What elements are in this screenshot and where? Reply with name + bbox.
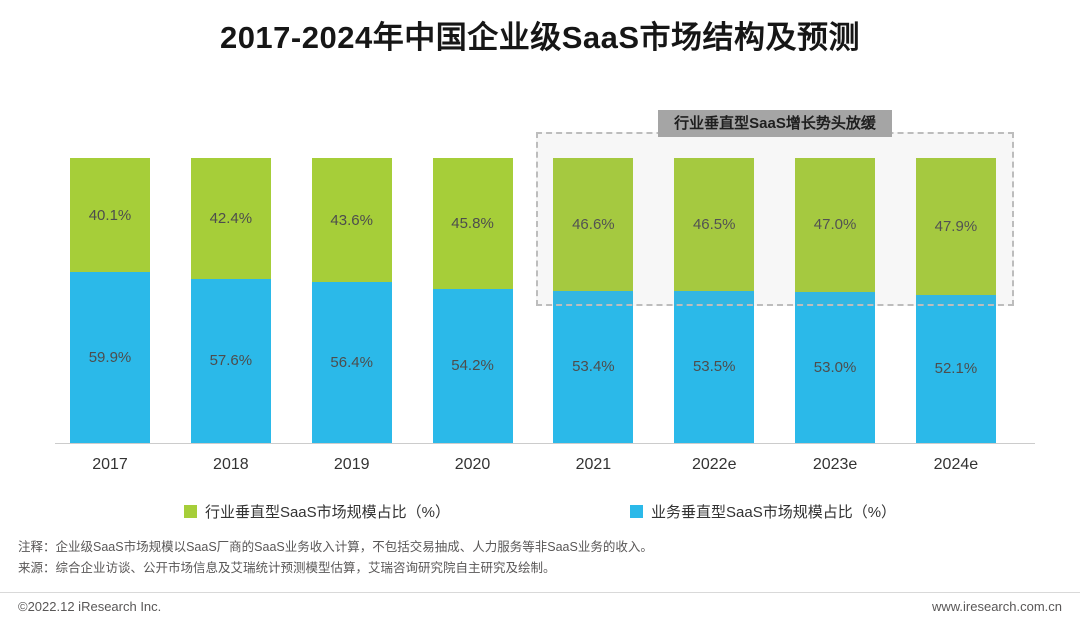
bar-segment: 53.5% xyxy=(674,290,755,443)
bar-segment: 53.0% xyxy=(795,291,876,443)
bar-segment: 56.4% xyxy=(311,282,392,443)
legend-label-industry: 行业垂直型SaaS市场规模占比（%） xyxy=(204,504,450,521)
segment-value-label: 59.9% xyxy=(88,349,132,367)
stacked-bar: 43.6% 56.4% xyxy=(311,158,392,443)
annotation-badge-wrap: 行业垂直型SaaS增长势头放缓 xyxy=(536,110,1014,137)
footer: ©2022.12 iResearch Inc. www.iresearch.co… xyxy=(0,599,1080,618)
x-axis-label: 2023e xyxy=(812,456,858,473)
segment-value-label: 56.4% xyxy=(330,354,373,372)
bar-column-2024e: 47.9% 52.1% 2024e xyxy=(915,158,996,474)
footer-divider xyxy=(0,592,1080,593)
stacked-bar-chart: 40.1% 59.9% 2017 42.4% 57.6% 2018 43.6% 56.4% 20… xyxy=(70,158,996,474)
x-axis-label: 2017 xyxy=(92,456,128,473)
bar-segment: 52.1% xyxy=(915,294,996,443)
legend-swatch-industry xyxy=(183,505,197,518)
bar-column-2021: 46.6% 53.4% 2021 xyxy=(553,158,634,474)
segment-value-label: 47.9% xyxy=(934,217,978,235)
segment-value-label: 53.5% xyxy=(692,358,736,376)
stacked-bar: 46.5% 53.5% xyxy=(674,158,755,443)
segment-value-label: 54.2% xyxy=(451,357,494,375)
x-axis-label: 2021 xyxy=(575,456,612,473)
bar-segment: 47.0% xyxy=(795,158,876,292)
segment-value-label: 43.6% xyxy=(330,211,373,229)
bar-column-2019: 43.6% 56.4% 2019 xyxy=(311,158,392,474)
bar-segment: 57.6% xyxy=(190,278,271,443)
footer-copyright: ©2022.12 iResearch Inc. xyxy=(18,599,162,614)
bar-segment: 53.4% xyxy=(553,290,634,443)
x-axis-label: 2019 xyxy=(333,456,370,473)
x-axis-baseline xyxy=(55,443,1035,444)
bar-segment: 46.5% xyxy=(674,158,755,291)
segment-value-label: 47.0% xyxy=(813,216,857,234)
stacked-bar: 46.6% 53.4% xyxy=(553,158,634,443)
bar-column-2017: 40.1% 59.9% 2017 xyxy=(70,158,150,474)
segment-value-label: 53.4% xyxy=(572,358,615,376)
note-line-1: 注释：企业级SaaS市场规模以SaaS厂商的SaaS业务收入计算，不包括交易抽成… xyxy=(18,540,653,554)
legend-label-business: 业务垂直型SaaS市场规模占比（%） xyxy=(651,504,897,521)
stacked-bar: 47.9% 52.1% xyxy=(915,158,996,443)
legend: 行业垂直型SaaS市场规模占比（%） 业务垂直型SaaS市场规模占比（%） xyxy=(0,501,1080,522)
stacked-bar: 40.1% 59.9% xyxy=(70,158,150,443)
x-axis-label: 2018 xyxy=(213,456,249,473)
segment-value-label: 46.6% xyxy=(572,215,615,233)
x-axis-label: 2024e xyxy=(933,456,979,473)
footer-website-link[interactable]: www.iresearch.com.cn xyxy=(931,599,1062,614)
segment-value-label: 45.8% xyxy=(451,214,494,232)
x-axis-label: 2022e xyxy=(691,456,737,473)
bar-segment: 45.8% xyxy=(432,158,513,289)
bar-segment: 59.9% xyxy=(70,272,150,443)
segment-value-label: 40.1% xyxy=(88,206,132,224)
note-line-2: 来源：综合企业访谈、公开市场信息及艾瑞统计预测模型估算，艾瑞咨询研究院自主研究及… xyxy=(18,561,556,575)
stacked-bar: 45.8% 54.2% xyxy=(432,158,513,443)
x-axis-label: 2020 xyxy=(454,456,491,473)
legend-item-industry-vertical: 行业垂直型SaaS市场规模占比（%） xyxy=(183,501,450,522)
bar-column-2018: 42.4% 57.6% 2018 xyxy=(190,158,271,474)
bar-segment: 42.4% xyxy=(190,158,271,279)
stacked-bar: 42.4% 57.6% xyxy=(190,158,271,443)
bar-column-2023e: 47.0% 53.0% 2023e xyxy=(795,158,876,474)
segment-value-label: 57.6% xyxy=(209,352,253,370)
legend-item-business-vertical: 业务垂直型SaaS市场规模占比（%） xyxy=(630,501,896,522)
bar-segment: 40.1% xyxy=(70,158,150,273)
bar-segment: 43.6% xyxy=(311,158,392,283)
segment-value-label: 42.4% xyxy=(209,209,253,227)
bar-column-2020: 45.8% 54.2% 2020 xyxy=(432,158,513,474)
legend-swatch-business xyxy=(630,505,643,518)
notes-block: 注释：企业级SaaS市场规模以SaaS厂商的SaaS业务收入计算，不包括交易抽成… xyxy=(18,537,1018,579)
segment-value-label: 52.1% xyxy=(934,360,978,378)
bar-column-2022e: 46.5% 53.5% 2022e xyxy=(674,158,755,474)
bar-segment: 54.2% xyxy=(432,288,513,443)
bar-segment: 47.9% xyxy=(915,158,996,295)
bar-segment: 46.6% xyxy=(553,158,634,291)
segment-value-label: 46.5% xyxy=(692,215,736,233)
stacked-bar: 47.0% 53.0% xyxy=(795,158,876,443)
annotation-badge: 行业垂直型SaaS增长势头放缓 xyxy=(658,110,892,137)
segment-value-label: 53.0% xyxy=(813,358,857,376)
page-title: 2017-2024年中国企业级SaaS市场结构及预测 xyxy=(219,20,861,55)
